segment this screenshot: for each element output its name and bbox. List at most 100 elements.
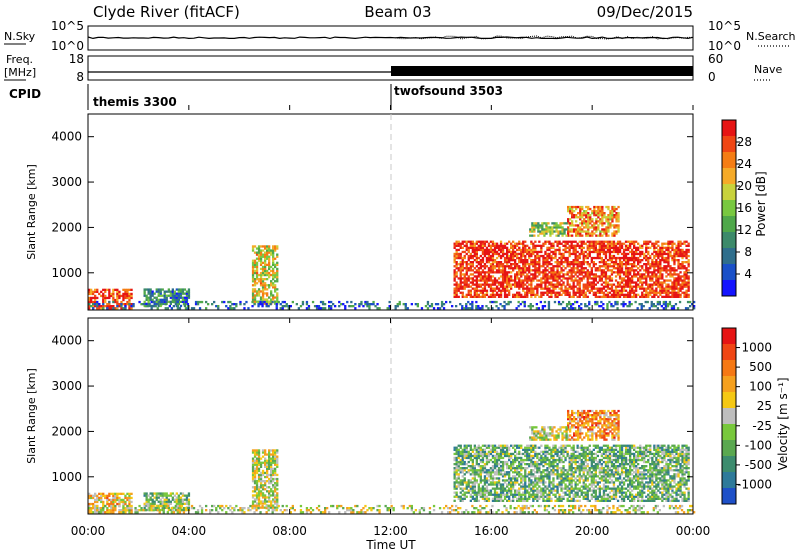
heatmap-cell (261, 249, 265, 252)
heatmap-cell (473, 499, 476, 502)
heatmap-cell (579, 232, 582, 235)
heatmap-cell (173, 294, 176, 297)
heatmap-cell (578, 240, 581, 243)
heatmap-cell (461, 307, 464, 310)
heatmap-cell (467, 460, 470, 464)
heatmap-cell (457, 460, 460, 464)
heatmap-cell (580, 289, 583, 292)
heatmap-cell (122, 498, 125, 502)
heatmap-cell (638, 509, 641, 512)
heatmap-cell (627, 256, 630, 260)
heatmap-cell (514, 295, 517, 298)
heatmap-cell (662, 307, 665, 310)
heatmap-cell (94, 498, 97, 502)
heatmap-cell (268, 492, 271, 495)
heatmap-cell (651, 295, 654, 298)
heatmap-cell (667, 269, 670, 272)
heatmap-cell (368, 303, 371, 306)
heatmap-cell (491, 265, 495, 268)
heatmap-cell (307, 305, 311, 308)
heatmap-cell (571, 214, 574, 217)
heatmap-cell (272, 247, 275, 250)
heatmap-cell (108, 492, 111, 495)
heatmap-cell (473, 242, 476, 245)
heatmap-cell (477, 473, 480, 476)
heatmap-cell (663, 269, 666, 272)
heatmap-cell (508, 267, 511, 270)
heatmap-cell (620, 303, 623, 306)
heatmap-cell (506, 273, 509, 276)
heatmap-cell (497, 293, 501, 296)
heatmap-cell (268, 494, 271, 497)
heatmap-cell (465, 483, 468, 486)
heatmap-cell (142, 303, 145, 306)
heatmap-cell (98, 511, 101, 514)
heatmap-cell (540, 295, 543, 298)
heatmap-cell (640, 303, 643, 306)
heatmap-cell (166, 307, 169, 310)
heatmap-cell (473, 454, 476, 458)
heatmap-cell (516, 295, 519, 298)
heatmap-cell (469, 273, 472, 276)
heatmap-cell (471, 477, 474, 480)
heatmap-cell (524, 293, 527, 296)
heatmap-cell (483, 273, 487, 276)
heatmap-cell (560, 259, 563, 262)
heatmap-cell (183, 304, 187, 308)
heatmap-cell (124, 509, 127, 512)
heatmap-cell (471, 240, 474, 243)
heatmap-cell (481, 497, 485, 500)
heatmap-cell (275, 305, 278, 308)
heatmap-cell (629, 271, 632, 274)
heatmap-cell (459, 285, 462, 288)
heatmap-cell (545, 504, 549, 508)
heatmap-cell (255, 509, 258, 512)
heatmap-cell (118, 290, 121, 293)
heatmap-cell (624, 259, 628, 262)
heatmap-cell (481, 485, 485, 488)
heatmap-cell (533, 224, 536, 227)
heatmap-cell (604, 281, 608, 284)
heatmap-cell (589, 214, 592, 217)
heatmap-cell (251, 475, 255, 479)
heatmap-cell (594, 273, 597, 276)
heatmap-cell (591, 234, 594, 237)
heatmap-cell (544, 250, 547, 254)
heatmap-cell (524, 269, 527, 272)
heatmap-cell (268, 459, 271, 462)
heatmap-cell (145, 294, 148, 297)
heatmap-cell (176, 300, 179, 304)
heatmap-cell (270, 298, 273, 301)
heatmap-cell (618, 246, 622, 249)
heatmap-cell (463, 467, 466, 470)
heatmap-cell (627, 275, 630, 278)
heatmap-cell (497, 265, 501, 268)
heatmap-cell (510, 267, 513, 270)
heatmap-cell (531, 504, 534, 508)
heatmap-cell (169, 296, 172, 299)
heatmap-cell (579, 228, 582, 231)
heatmap-cell (582, 254, 585, 258)
heatmap-cell (264, 498, 267, 501)
heatmap-cell (532, 250, 535, 254)
heatmap-cell (266, 257, 269, 260)
heatmap-cell (587, 212, 590, 215)
heatmap-cell (596, 242, 599, 245)
heatmap-cell (582, 291, 585, 294)
heatmap-cell (475, 452, 478, 456)
heatmap-cell (147, 502, 150, 505)
heatmap-cell (94, 305, 97, 308)
heatmap-cell (477, 483, 480, 486)
heatmap-cell (180, 504, 184, 508)
heatmap-cell (631, 250, 634, 254)
heatmap-cell (481, 454, 485, 458)
heatmap-cell (457, 452, 460, 456)
heatmap-cell (565, 305, 569, 308)
heatmap-cell (134, 509, 137, 512)
heatmap-cell (463, 469, 466, 472)
heatmap-cell (587, 214, 590, 217)
heatmap-cell (679, 287, 682, 290)
heatmap-cell (112, 492, 115, 495)
heatmap-cell (604, 261, 608, 264)
heatmap-cell (632, 509, 635, 512)
